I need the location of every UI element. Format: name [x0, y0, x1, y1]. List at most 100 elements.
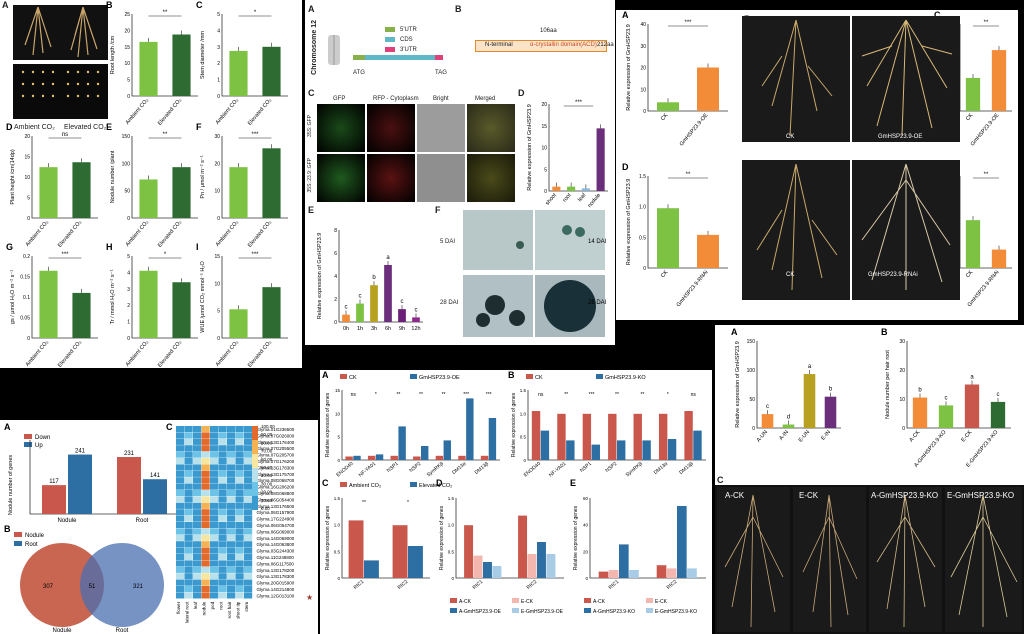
fig6-de-legend-swatch — [512, 608, 519, 613]
fig5-c-cell — [244, 528, 253, 535]
fig1-b-tick: 10 — [124, 61, 130, 67]
fig6-b-bar — [684, 411, 693, 460]
fig5-c-cell — [176, 496, 185, 503]
fig5-b-xr: Root — [116, 628, 129, 634]
fig6-d-tick: 1.5 — [448, 496, 455, 501]
fig5-c-cell — [193, 586, 202, 593]
fig4-a-sig-letter: a — [808, 364, 812, 370]
fig3-a-tick: 20 — [640, 66, 646, 72]
fig1-h-tick: 0 — [127, 336, 130, 342]
fig5-c-cell — [218, 560, 227, 567]
fig1-h-bar — [172, 282, 191, 338]
fig3-f-sig: ** — [984, 172, 989, 178]
fig1-h-ylabel: Tr / mmol H₂O m⁻² s⁻¹ — [110, 269, 116, 324]
fig6-b-cat: SymRKβ — [625, 461, 644, 478]
fig1-c-letter: C — [196, 0, 203, 10]
fig6-b-sig: * — [667, 392, 669, 398]
fig4-b-sig-letter: a — [970, 375, 974, 381]
fig5-c-cell — [201, 470, 210, 477]
fig5-c-tissue: stem — [244, 602, 249, 612]
fig6-c-bar — [348, 520, 364, 578]
fig5-c-cell — [218, 477, 227, 484]
fig5-c-gene: Glyma.07G205500 — [257, 446, 295, 451]
fig6-de-legend-swatch — [450, 608, 457, 613]
fig5-c-scale-label: 80.00 — [261, 440, 273, 445]
fig3-a-tick: 10 — [640, 87, 646, 93]
fig5-b-left: 307 — [43, 584, 54, 590]
fig6-b-cat: NF-YA01 — [548, 461, 567, 479]
fig2-e-sig-letter: b — [372, 275, 376, 281]
fig2-d-cat: nodule — [587, 192, 602, 209]
fig5-c-cell — [176, 451, 185, 458]
fig1-b-bar — [139, 41, 158, 96]
fig5-c-scale-label: 30.00 — [261, 481, 273, 486]
fig5-b-venn-root — [80, 543, 164, 627]
fig1-g-tick: 0 — [27, 336, 30, 342]
fig4-b-bar — [990, 401, 1006, 428]
fig1-e-ylabel: Nodule number /plant — [110, 150, 116, 203]
fig5-c-scale-label: 100.00 — [261, 424, 275, 429]
fig6-a-cat: SymRKβ — [426, 461, 445, 478]
fig5-c-cell — [227, 445, 236, 452]
fig1-e-tick: 150 — [122, 134, 131, 140]
fig6-a-bar — [398, 426, 406, 460]
fig5-c-cell — [235, 483, 244, 490]
fig3e-rnai-label: GmHSP23.9-RNAi — [868, 272, 918, 278]
fig5-c-cell — [184, 458, 193, 465]
fig4-b-bar — [912, 397, 928, 428]
fig5-c-cell — [193, 579, 202, 586]
fig6-d-cat: RIC2 — [526, 579, 539, 591]
fig4-a-bar — [803, 374, 816, 428]
fig5-c-gene: Glyma.13G176400 — [257, 440, 295, 445]
fig4-b-cat: A-CK — [908, 429, 921, 443]
fig5-c-cell — [235, 438, 244, 445]
fig6-b-sig: ns — [691, 392, 697, 398]
fig6-b-bar — [667, 439, 677, 460]
fig5-c-cell — [218, 464, 227, 471]
fig5-c-tissue: nodule — [202, 601, 207, 615]
fig5-c-cell — [244, 502, 253, 509]
fig4-a-tick: 0 — [752, 426, 755, 432]
fig5-a-letter: A — [4, 422, 11, 432]
fig6-b-letter: B — [508, 370, 515, 380]
fig1-d-bar — [72, 162, 91, 218]
fig2-label-b: B — [455, 4, 462, 14]
fig3-c-letter: C — [934, 10, 941, 20]
fig2-e-bar — [384, 264, 392, 322]
fig1-g-ylabel: gs / μmol H₂O m⁻² s⁻¹ — [10, 270, 16, 324]
fig6-d-tick: 1.0 — [448, 523, 455, 528]
fig5-c-cell — [210, 458, 219, 465]
fig5-legend-down: Down — [35, 435, 50, 441]
fig2c-micro-bright-2 — [417, 154, 465, 202]
fig6-c-tick: 1.0 — [334, 523, 341, 528]
fig5-c-cell — [210, 451, 219, 458]
fig1-e-tick: 50 — [124, 189, 130, 195]
fig5-c-cell — [235, 451, 244, 458]
fig5-c-cell — [193, 464, 202, 471]
fig5-c-gene: Glyma.07G176200 — [257, 459, 295, 464]
fig1-h-tick: 3 — [127, 287, 130, 293]
fig5-c-cell — [210, 490, 219, 497]
fig5-c-gene: Glyma.12G013100 — [257, 593, 295, 598]
fig6-e-cat: RIC2 — [666, 579, 679, 591]
fig1-e-bar — [139, 179, 158, 218]
fig5-c-cell — [235, 560, 244, 567]
fig6-c-sig: ** — [362, 500, 366, 506]
fig5-c-gene: Glyma.07G205700 — [257, 453, 295, 458]
fig1-i-tick: 15 — [214, 254, 220, 260]
fig6-d-letter: D — [436, 478, 443, 488]
fig4-a-cat: E-IN — [820, 429, 832, 441]
fig1-h-sig: * — [164, 252, 167, 258]
fig3-f-cat: CK — [965, 269, 975, 279]
fig5-c-cell — [184, 509, 193, 516]
fig4-b-tick: 20 — [899, 368, 905, 374]
fig5-c-cell — [218, 541, 227, 548]
fig5-c-cell — [210, 426, 219, 433]
fig5-c-cell — [235, 566, 244, 573]
fig5-c-cell — [201, 509, 210, 516]
fig5-c-cell — [235, 509, 244, 516]
fig1-h-letter: H — [106, 242, 113, 252]
fig6-b-bar — [693, 430, 702, 460]
fig5-c-cell — [210, 438, 219, 445]
fig5-c-cell — [184, 451, 193, 458]
